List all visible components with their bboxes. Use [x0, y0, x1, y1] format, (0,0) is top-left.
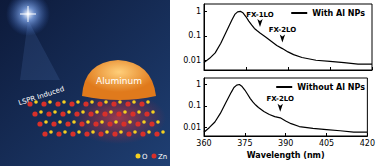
- svg-text:0.01: 0.01: [183, 123, 201, 132]
- svg-text:LSPR Induced: LSPR Induced: [17, 85, 65, 107]
- svg-text:1: 1: [196, 80, 201, 89]
- svg-text:FX-1LO: FX-1LO: [246, 11, 274, 19]
- svg-text:Wavelength (nm): Wavelength (nm): [247, 151, 325, 160]
- svg-text:0.01: 0.01: [183, 56, 201, 65]
- svg-text:With Al NPs: With Al NPs: [312, 9, 365, 18]
- svg-text:Without Al NPs: Without Al NPs: [297, 83, 365, 92]
- svg-text:1: 1: [196, 7, 201, 16]
- svg-text:O: O: [142, 153, 148, 161]
- svg-text:375: 375: [237, 139, 252, 148]
- svg-text:405: 405: [319, 139, 334, 148]
- svg-text:FX-2LO: FX-2LO: [269, 26, 297, 34]
- svg-text:360: 360: [196, 139, 211, 148]
- svg-text:420: 420: [360, 139, 375, 148]
- svg-text:Aluminum: Aluminum: [96, 76, 142, 86]
- svg-text:0.1: 0.1: [188, 31, 201, 40]
- svg-text:0.1: 0.1: [188, 101, 201, 110]
- svg-text:FX-2LO: FX-2LO: [266, 95, 294, 103]
- svg-text:390: 390: [278, 139, 293, 148]
- svg-text:Zn: Zn: [158, 153, 167, 161]
